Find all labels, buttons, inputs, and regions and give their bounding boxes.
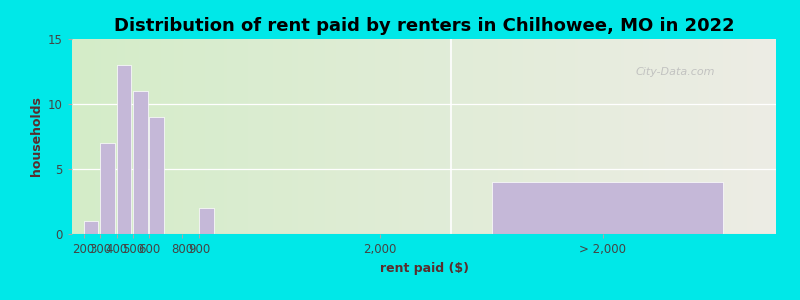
Text: City-Data.com: City-Data.com xyxy=(635,67,714,77)
Y-axis label: households: households xyxy=(30,97,42,176)
Bar xyxy=(133,91,148,234)
Bar xyxy=(150,117,164,234)
X-axis label: rent paid ($): rent paid ($) xyxy=(379,262,469,275)
Bar xyxy=(100,143,115,234)
Title: Distribution of rent paid by renters in Chilhowee, MO in 2022: Distribution of rent paid by renters in … xyxy=(114,17,734,35)
Bar xyxy=(199,208,214,234)
Bar xyxy=(83,221,98,234)
Bar xyxy=(493,182,723,234)
Bar xyxy=(117,65,131,234)
